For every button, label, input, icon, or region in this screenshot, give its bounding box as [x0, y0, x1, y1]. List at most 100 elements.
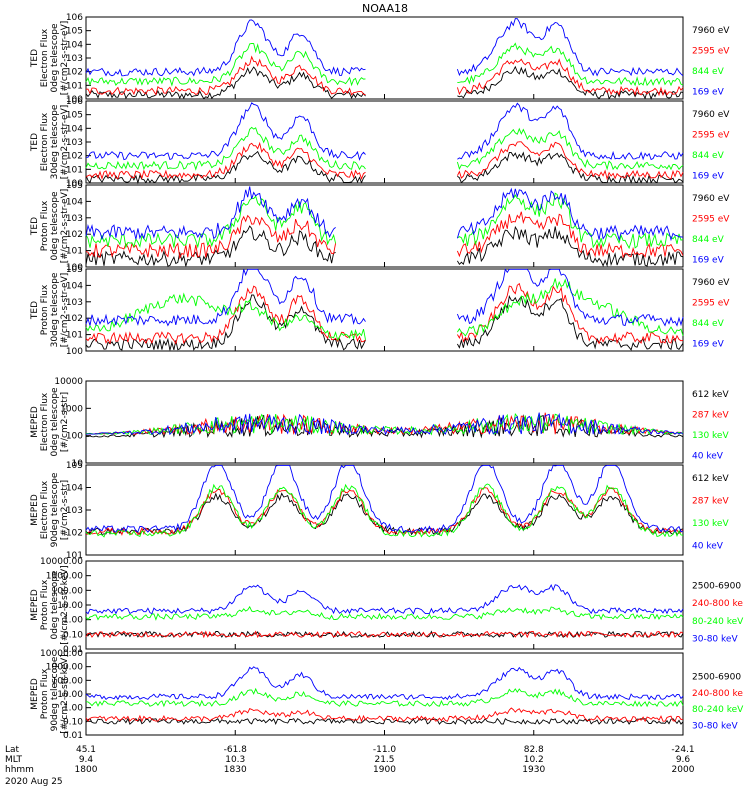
- series-line-4: [85, 687, 684, 708]
- series-line-4: [86, 102, 684, 161]
- y-tick-label: 106: [66, 97, 83, 107]
- series-line-3: [85, 278, 684, 342]
- legend-entry: 40 keV: [692, 452, 724, 462]
- y-tick-label: 1000.00: [46, 663, 83, 673]
- series-line-4: [85, 605, 684, 621]
- y-axis-label-line: MEPED: [30, 678, 40, 710]
- y-axis-label-line: MEPED: [30, 589, 40, 621]
- y-axis-label-line: 90deg telescope: [50, 656, 60, 731]
- y-tick-label: 103: [66, 138, 83, 148]
- y-tick-label: 100: [66, 263, 83, 273]
- y-axis-label-line: [#/cm2-s-str-eV]: [60, 105, 70, 180]
- series-line-4: [85, 18, 684, 77]
- footer-value: 82.8: [524, 745, 544, 755]
- legend-entry: 844 eV: [692, 67, 725, 77]
- legend-entry: 169 eV: [692, 340, 725, 350]
- series-line-1: [85, 65, 684, 101]
- series-line-2: [85, 282, 684, 345]
- y-axis-label-line: TED: [30, 133, 40, 152]
- legend-entry: 169 eV: [692, 256, 725, 266]
- y-axis-label-line: MEPED: [30, 494, 40, 526]
- y-tick-label: 103: [66, 214, 83, 224]
- legend-entry: 80-240 keV: [692, 617, 744, 627]
- y-axis-label-line: [#/cm2-s-str]: [60, 480, 70, 540]
- legend-entry: 844 eV: [692, 319, 725, 329]
- y-tick-label: 102: [66, 314, 83, 324]
- y-tick-label: 101: [66, 551, 83, 561]
- legend-entry: 30-80 keV: [692, 722, 738, 732]
- panel-2: 100 101 102 103 104 105 106 TED Electron Flux 30d…: [30, 97, 730, 189]
- panel-4: 100 101 102 103 104 105 TED Proton Flux 30deg te…: [30, 265, 730, 357]
- footer-axis-labels: Lat 45.1 -61.8 -11.0 82.8 -24.1 MLT 9.4 10.3 21.5…: [5, 745, 695, 787]
- series-line-3: [85, 630, 684, 639]
- footer-value: 1900: [373, 765, 396, 775]
- series-line-5: [85, 583, 684, 615]
- legend-entry: 240-800 ke: [692, 689, 743, 699]
- legend-entry: 612 keV: [692, 474, 729, 484]
- y-tick-label: 102: [66, 529, 83, 539]
- legend-entry: 130 keV: [692, 431, 729, 441]
- series-line-3: [85, 42, 684, 87]
- footer-row-label: hhmm: [5, 765, 34, 775]
- series-line-3: [85, 483, 684, 538]
- y-axis-label-line: Electron Flux: [40, 112, 50, 171]
- footer-row-label: MLT: [5, 755, 23, 765]
- legend-entry: 2595 eV: [692, 131, 730, 141]
- y-tick-label: 101: [66, 247, 83, 257]
- y-tick-label: 1.00: [63, 616, 83, 626]
- legend-entry: 2595 eV: [692, 215, 730, 225]
- footer-value: 1800: [75, 765, 98, 775]
- footer-value: 2000: [672, 765, 695, 775]
- legend-entry: 7960 eV: [692, 26, 730, 36]
- y-tick-label: 101: [66, 165, 83, 175]
- y-tick-label: 100.00: [52, 586, 84, 596]
- y-axis-label-line: Electron Flux: [40, 480, 50, 539]
- y-tick-label: 105: [66, 461, 83, 471]
- series-line-1: [85, 492, 684, 536]
- panel-7: 0.01 0.10 1.00 10.00 100.00 1000.00 10000.00 ME…: [30, 557, 744, 655]
- legend-entry: 844 eV: [692, 151, 725, 161]
- series-line-1: [85, 294, 684, 351]
- legend-entry: 169 eV: [692, 88, 725, 98]
- footer-row-label: Lat: [5, 745, 20, 755]
- y-axis-label-line: 0deg telescope: [50, 570, 60, 640]
- y-tick-label: 103: [66, 54, 83, 64]
- series-line-2: [85, 211, 684, 260]
- footer-value: 45.1: [76, 745, 96, 755]
- panel-frame: [85, 100, 684, 184]
- legend-entry: 844 eV: [692, 235, 725, 245]
- series-line-4: [85, 186, 684, 242]
- y-tick-label: 105: [66, 111, 83, 121]
- y-axis-label-line: Electron Flux: [40, 28, 50, 87]
- panel-frame: [85, 268, 684, 352]
- y-tick-label: 104: [66, 124, 83, 134]
- panel-3: 100 101 102 103 104 105 TED Proton Flux 0deg tel…: [30, 181, 730, 273]
- y-tick-label: 1000: [60, 404, 83, 414]
- y-axis-label-line: Electron Flux: [40, 392, 50, 451]
- chart-title: NOAA18: [362, 2, 408, 15]
- y-tick-label: 10.00: [57, 690, 83, 700]
- series-line-2: [85, 55, 684, 97]
- footer-value: 10.3: [225, 755, 245, 765]
- panel-6: 101 102 103 104 105 MEPED Electron Flux 90deg t…: [30, 461, 729, 561]
- y-axis-label-line: [#/cm2-s-str-eV]: [60, 273, 70, 348]
- y-axis-label-line: Proton Flux: [40, 284, 50, 335]
- y-tick-label: 100.00: [52, 676, 84, 686]
- y-tick-label: 103: [66, 298, 83, 308]
- y-tick-label: 104: [66, 484, 83, 494]
- y-tick-label: 102: [66, 152, 83, 162]
- y-tick-label: 104: [66, 197, 83, 207]
- legend-entry: 2595 eV: [692, 299, 730, 309]
- y-axis-label-line: TED: [30, 301, 40, 320]
- y-tick-label: 102: [66, 230, 83, 240]
- legend-entry: 30-80 keV: [692, 634, 738, 644]
- y-tick-label: 104: [66, 40, 83, 50]
- y-tick-label: 105: [66, 181, 83, 191]
- y-tick-label: 10000: [54, 377, 83, 387]
- footer-value: -11.0: [373, 745, 397, 755]
- panel-8: 0.01 0.10 1.00 10.00 100.00 1000.00 10000.00 ME…: [30, 649, 744, 741]
- panel-1: 100 101 102 103 104 105 106 TED Electron Flux 0de…: [30, 13, 730, 105]
- legend-entry: 7960 eV: [692, 110, 730, 120]
- footer-value: 1930: [522, 765, 545, 775]
